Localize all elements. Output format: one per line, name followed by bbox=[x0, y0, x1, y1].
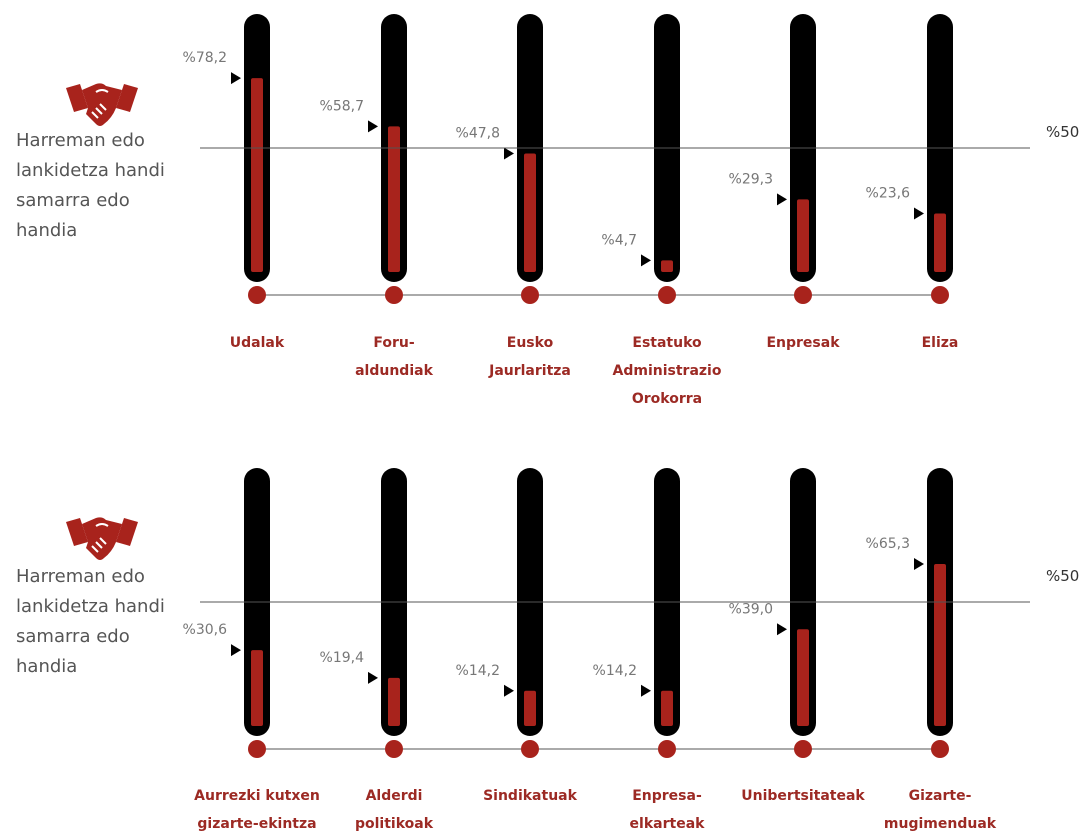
bar-2-4 bbox=[661, 690, 673, 726]
bar-1-6 bbox=[934, 213, 946, 272]
pointer-2-3 bbox=[504, 684, 514, 697]
bar-2-2 bbox=[388, 677, 400, 726]
category-label-2-6: Gizarte- mugimenduak bbox=[883, 788, 997, 832]
pointer-2-1 bbox=[231, 644, 241, 657]
category-label-1-3: Eusko Jaurlaritza bbox=[489, 335, 571, 379]
value-label-2-4: %14,2 bbox=[593, 663, 637, 679]
category-label-1-2: Foru- aldundiak bbox=[355, 335, 433, 379]
pointer-2-2 bbox=[368, 671, 378, 684]
bar-1-5 bbox=[797, 199, 809, 272]
value-label-1-5: %29,3 bbox=[729, 171, 773, 187]
pointer-1-3 bbox=[504, 147, 514, 160]
category-label-2-4: Enpresa- elkarteak bbox=[629, 788, 705, 832]
bar-1-3 bbox=[524, 153, 536, 272]
value-label-1-6: %23,6 bbox=[866, 185, 911, 201]
pointer-1-4 bbox=[641, 254, 651, 267]
bar-1-1 bbox=[251, 78, 263, 273]
value-label-1-4: %4,7 bbox=[601, 232, 637, 248]
category-label-2-1: Aurrezki kutxen gizarte-ekintza bbox=[194, 788, 320, 832]
value-label-2-1: %30,6 bbox=[183, 622, 228, 638]
bar-2-1 bbox=[251, 650, 263, 726]
pointer-2-5 bbox=[777, 623, 787, 636]
handshake-icon bbox=[66, 78, 138, 130]
category-label-2-5: Unibertsitateak bbox=[741, 788, 865, 804]
reference-label-top: %50 bbox=[1046, 123, 1080, 141]
category-label-1-5: Enpresak bbox=[766, 335, 840, 351]
value-label-2-5: %39,0 bbox=[729, 601, 773, 617]
pointer-1-2 bbox=[368, 120, 378, 133]
value-label-1-3: %47,8 bbox=[456, 125, 500, 141]
pointer-2-4 bbox=[641, 684, 651, 697]
dot-2-6 bbox=[931, 740, 949, 758]
pointer-1-1 bbox=[231, 72, 241, 85]
dot-2-5 bbox=[794, 740, 812, 758]
dot-2-2 bbox=[385, 740, 403, 758]
value-label-2-3: %14,2 bbox=[456, 663, 500, 679]
bar-1-2 bbox=[388, 126, 400, 272]
dot-1-1 bbox=[248, 286, 266, 304]
dot-1-5 bbox=[794, 286, 812, 304]
value-label-1-2: %58,7 bbox=[320, 98, 364, 114]
pointer-1-5 bbox=[777, 193, 787, 206]
category-label-2-2: Alderdi politikoak bbox=[354, 788, 434, 832]
dot-2-4 bbox=[658, 740, 676, 758]
value-label-2-6: %65,3 bbox=[866, 536, 910, 552]
dot-1-2 bbox=[385, 286, 403, 304]
bar-2-5 bbox=[797, 629, 809, 726]
bar-2-3 bbox=[524, 690, 536, 726]
side-label-bottom: Harreman edo lankidetza handi samarra ed… bbox=[16, 566, 165, 677]
pointer-2-6 bbox=[914, 558, 924, 571]
dot-2-3 bbox=[521, 740, 539, 758]
bar-2-6 bbox=[934, 564, 946, 726]
reference-label-bottom: %50 bbox=[1046, 567, 1080, 585]
bar-1-4 bbox=[661, 260, 673, 272]
side-label-top: Harreman edo lankidetza handi samarra ed… bbox=[16, 130, 165, 241]
value-label-2-2: %19,4 bbox=[320, 650, 365, 666]
category-label-2-3: Sindikatuak bbox=[483, 788, 577, 804]
pointer-1-6 bbox=[914, 207, 924, 220]
dot-1-3 bbox=[521, 286, 539, 304]
handshake-icon-2 bbox=[66, 512, 138, 564]
value-label-1-1: %78,2 bbox=[183, 50, 227, 66]
dot-1-6 bbox=[931, 286, 949, 304]
category-label-1-4: Estatuko Administrazio Orokorra bbox=[612, 335, 722, 407]
category-label-1-1: Udalak bbox=[229, 335, 285, 351]
dot-1-4 bbox=[658, 286, 676, 304]
dot-2-1 bbox=[248, 740, 266, 758]
category-label-1-6: Eliza bbox=[921, 335, 959, 351]
